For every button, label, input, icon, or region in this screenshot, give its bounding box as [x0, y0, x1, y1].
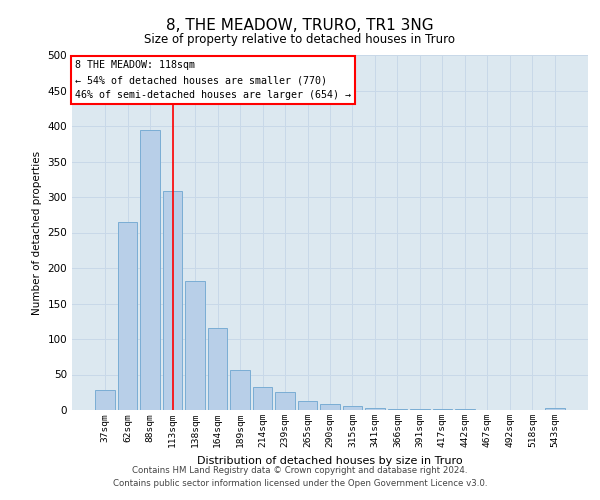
Bar — [275, 392, 295, 410]
Bar — [185, 281, 205, 410]
Bar — [118, 222, 137, 410]
Bar — [388, 408, 407, 410]
Text: Size of property relative to detached houses in Truro: Size of property relative to detached ho… — [145, 32, 455, 46]
Bar — [320, 404, 340, 410]
Bar — [208, 328, 227, 410]
Bar — [545, 408, 565, 410]
Bar — [343, 406, 362, 410]
Bar — [253, 388, 272, 410]
Text: 8 THE MEADOW: 118sqm
← 54% of detached houses are smaller (770)
46% of semi-deta: 8 THE MEADOW: 118sqm ← 54% of detached h… — [74, 60, 350, 100]
Text: 8, THE MEADOW, TRURO, TR1 3NG: 8, THE MEADOW, TRURO, TR1 3NG — [166, 18, 434, 32]
Bar — [298, 401, 317, 410]
Y-axis label: Number of detached properties: Number of detached properties — [32, 150, 42, 314]
Text: Contains HM Land Registry data © Crown copyright and database right 2024.
Contai: Contains HM Land Registry data © Crown c… — [113, 466, 487, 487]
Bar — [230, 370, 250, 410]
Bar — [140, 130, 160, 410]
Bar — [365, 408, 385, 410]
X-axis label: Distribution of detached houses by size in Truro: Distribution of detached houses by size … — [197, 456, 463, 466]
Bar — [163, 192, 182, 410]
Bar — [95, 390, 115, 410]
